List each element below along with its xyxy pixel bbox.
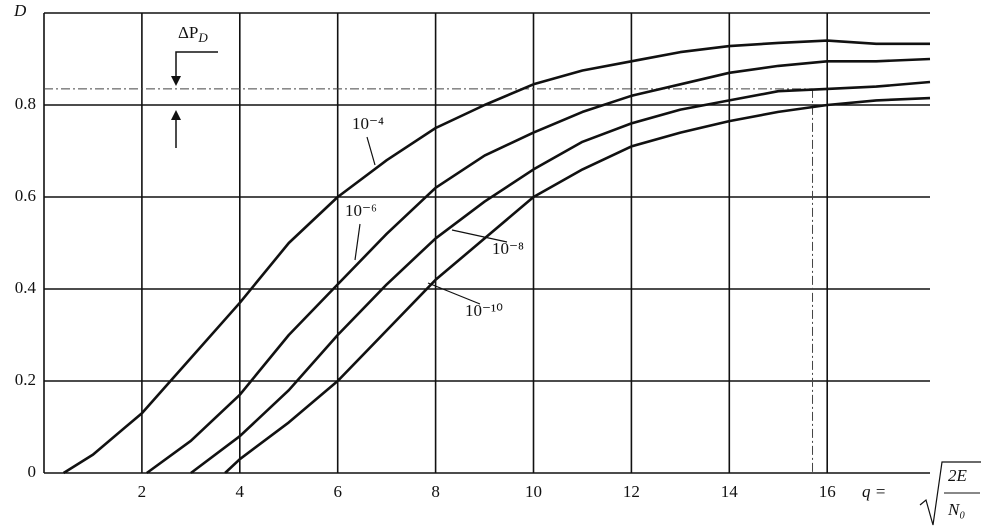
y-tick-label: 0.2 xyxy=(15,370,36,389)
curve xyxy=(190,80,931,475)
curve xyxy=(62,39,930,475)
annotation: ΔPD xyxy=(178,23,208,45)
curve-label: 10⁻⁸ xyxy=(492,239,524,258)
annotation-text: ΔP xyxy=(178,23,198,42)
x-tick-label: 8 xyxy=(431,482,440,501)
leader-line xyxy=(427,282,481,305)
y-tick-label: 0.6 xyxy=(15,186,36,205)
sqrt-sign xyxy=(919,461,981,526)
curve-label: 10⁻¹⁰ xyxy=(465,301,503,320)
x-tick-label: 14 xyxy=(721,482,739,501)
x-tick-label: 16 xyxy=(819,482,836,501)
y-tick-label: 0.8 xyxy=(15,94,36,113)
x-label-denominator: N₀ xyxy=(947,500,965,519)
leader-line xyxy=(366,136,376,166)
y-axis-label: D xyxy=(13,1,27,20)
curve-label: 10⁻⁴ xyxy=(352,114,384,133)
y-tick-label: 0.4 xyxy=(15,278,37,297)
curve-label: 10⁻⁶ xyxy=(345,201,377,220)
x-tick-label: 12 xyxy=(623,482,640,501)
x-label-numerator: 2E xyxy=(948,466,968,485)
x-tick-label: 6 xyxy=(333,482,342,501)
x-tick-label: 2 xyxy=(138,482,147,501)
x-tick-label: 4 xyxy=(236,482,245,501)
leader-line xyxy=(451,229,508,243)
annotation-arrowhead xyxy=(171,76,181,86)
annotation-sub: D xyxy=(197,30,208,45)
annotation-arrowhead xyxy=(171,110,181,120)
curve xyxy=(224,96,931,474)
x-axis-label: q = xyxy=(862,482,886,501)
y-tick-label: 0 xyxy=(28,462,37,481)
x-tick-label: 10 xyxy=(525,482,542,501)
leader-line xyxy=(354,223,361,261)
annotation-arrow-down xyxy=(175,51,218,78)
curve xyxy=(146,57,931,475)
